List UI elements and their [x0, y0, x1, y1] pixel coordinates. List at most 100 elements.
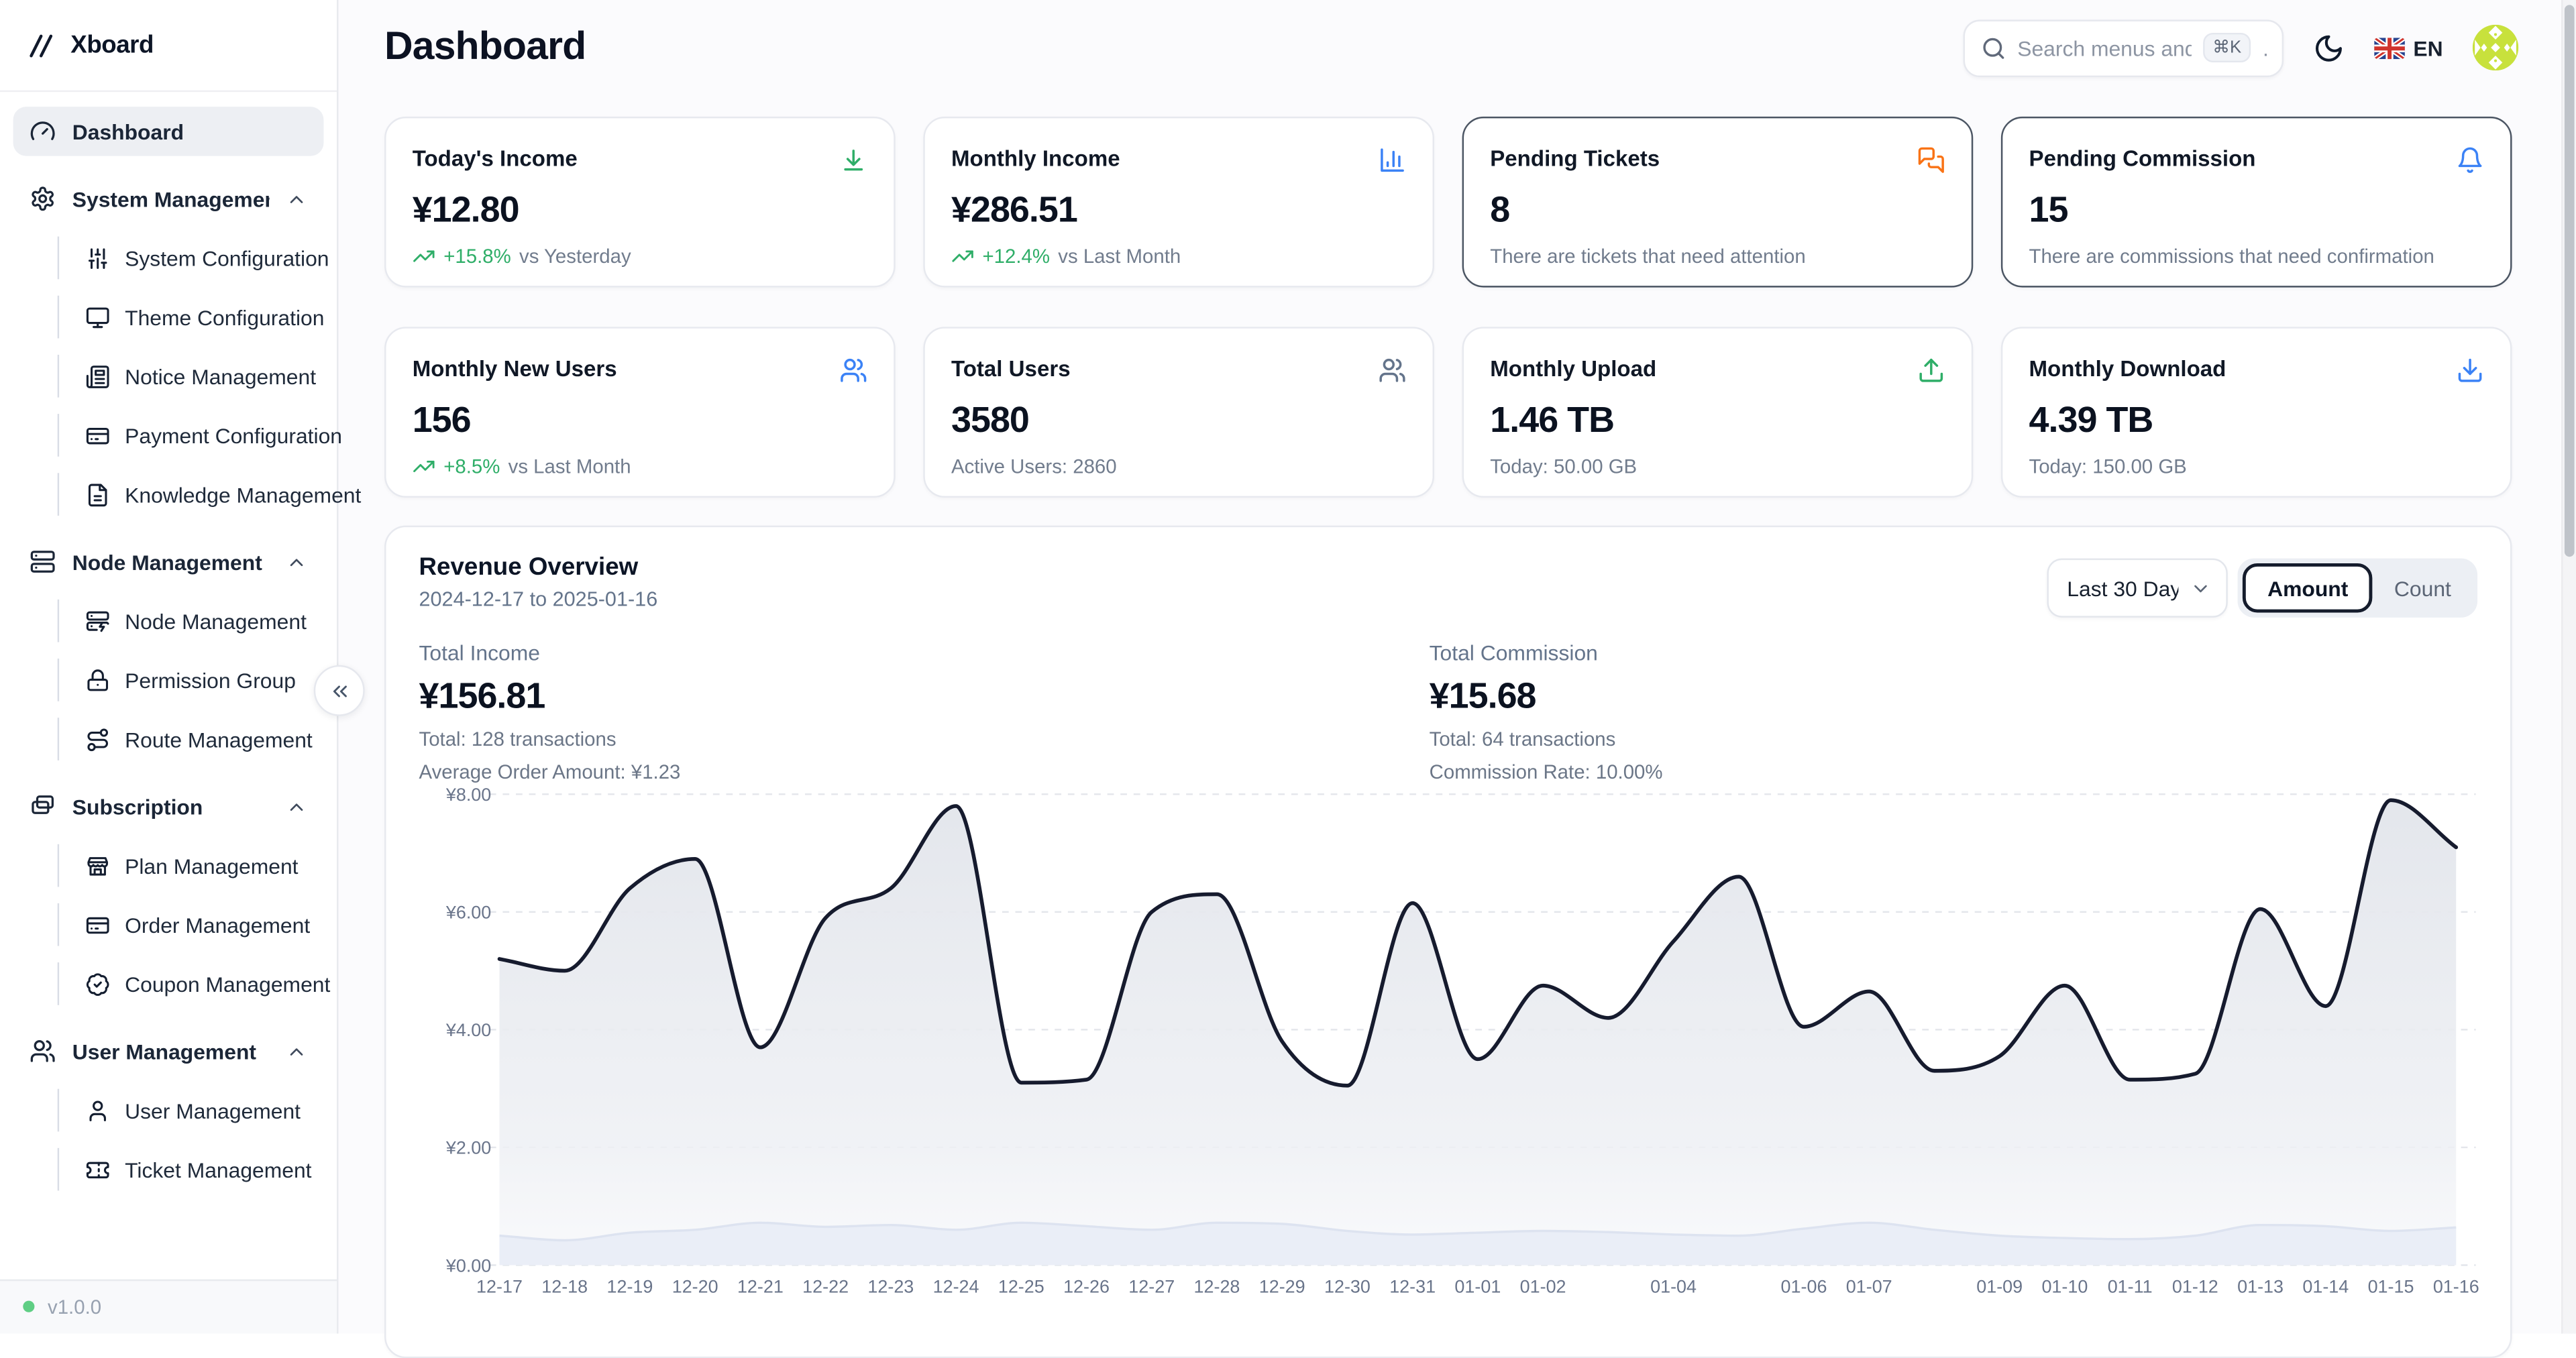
- stat-value: 15: [2029, 188, 2069, 230]
- version-label: v1.0.0: [48, 1295, 102, 1318]
- sidebar-item-plan-management[interactable]: Plan Management: [57, 841, 323, 890]
- date-range-value: Last 30 Days: [2067, 575, 2179, 601]
- submenu-user-management: User Management Ticket Management: [13, 1086, 324, 1194]
- stat-title: Total Users: [951, 356, 1071, 382]
- sidebar-item-theme-configuration[interactable]: Theme Configuration: [57, 292, 325, 341]
- sidebar-item-coupon-management[interactable]: Coupon Management: [57, 959, 330, 1008]
- svg-text:01-13: 01-13: [2237, 1276, 2284, 1296]
- search-input[interactable]: Search menus and functio ⌘K .: [1963, 19, 2284, 76]
- sidebar-item-label: Order Management: [125, 912, 311, 938]
- total-commission-value: ¥15.68: [1429, 675, 1537, 716]
- search-placeholder-suffix: .: [2263, 35, 2269, 60]
- store-icon: [85, 853, 110, 878]
- dark-mode-toggle[interactable]: [2313, 32, 2345, 64]
- svg-text:12-29: 12-29: [1259, 1276, 1305, 1296]
- svg-text:01-14: 01-14: [2302, 1276, 2349, 1296]
- scrollbar-track[interactable]: [2561, 0, 2576, 1333]
- page-title: Dashboard: [384, 24, 586, 69]
- sidebar-item-node-management[interactable]: Node Management: [57, 596, 323, 645]
- stat-value: 1.46 TB: [1490, 399, 1615, 441]
- messages-icon: [1917, 146, 1945, 174]
- route-icon: [85, 727, 110, 752]
- sidebar-item-dashboard[interactable]: Dashboard: [13, 107, 324, 156]
- sidebar-section-node-management[interactable]: Node Management: [13, 537, 324, 586]
- shortcut-badge: ⌘K: [2202, 33, 2251, 62]
- sidebar-item-ticket-management[interactable]: Ticket Management: [57, 1145, 323, 1194]
- sidebar-item-permission-group[interactable]: Permission Group: [57, 655, 323, 704]
- sidebar-nav: Dashboard System Management System Confi…: [0, 92, 361, 1194]
- avatar[interactable]: [2472, 24, 2519, 71]
- credit-card-icon: [85, 423, 110, 448]
- arrow-down-to-line-icon: [839, 146, 867, 174]
- server-icon: [30, 549, 56, 575]
- stat-note: Today: 50.00 GB: [1490, 455, 1638, 478]
- gear-icon: [30, 186, 56, 212]
- submenu-node-management: Node Management Permission Group Route M…: [13, 596, 324, 764]
- sidebar-item-label: Dashboard: [72, 119, 184, 144]
- svg-text:¥6.00: ¥6.00: [445, 903, 491, 923]
- sidebar-item-order-management[interactable]: Order Management: [57, 900, 323, 949]
- revenue-chart: ¥0.00 ¥2.00 ¥4.00 ¥6.00 ¥8.00 12-17 12-18 12-19…: [445, 785, 2479, 1296]
- toggle-amount-button[interactable]: Amount: [2243, 563, 2373, 613]
- section-label: System Management: [72, 186, 270, 211]
- total-commission-transactions: Total: 64 transactions: [1429, 727, 1616, 751]
- date-range-select[interactable]: Last 30 Days: [2047, 558, 2229, 618]
- monitor-icon: [85, 304, 110, 329]
- svg-text:12-18: 12-18: [541, 1276, 588, 1296]
- trending-up-icon: [413, 455, 435, 477]
- stat-card-pending-commission[interactable]: Pending Commission 15 There are commissi…: [2000, 116, 2512, 288]
- section-label: User Management: [72, 1038, 257, 1064]
- stat-title: Pending Commission: [2029, 146, 2256, 171]
- revenue-date-range: 2024-12-17 to 2025-01-16: [419, 587, 658, 612]
- stat-trend: +12.4%: [982, 244, 1051, 268]
- users-icon: [30, 1038, 56, 1064]
- sidebar-section-subscription[interactable]: Subscription: [13, 782, 324, 831]
- average-order-amount: Average Order Amount: ¥1.23: [419, 760, 681, 784]
- total-income-value: ¥156.81: [419, 675, 545, 716]
- sidebar-collapse-button[interactable]: [313, 665, 365, 716]
- badge-check-icon: [85, 972, 110, 997]
- svg-text:12-30: 12-30: [1324, 1276, 1371, 1296]
- stat-card-pending-tickets[interactable]: Pending Tickets 8 There are tickets that…: [1462, 116, 1974, 288]
- sidebar-item-system-configuration[interactable]: System Configuration: [57, 233, 329, 282]
- gauge-icon: [30, 118, 56, 144]
- sidebar-item-user-management[interactable]: User Management: [57, 1086, 323, 1135]
- submenu-subscription: Plan Management Order Management Coupon …: [13, 841, 330, 1009]
- sidebar-section-user-management[interactable]: User Management: [13, 1027, 324, 1076]
- svg-text:¥4.00: ¥4.00: [445, 1020, 491, 1040]
- main-content: Dashboard Search menus and functio ⌘K .: [340, 0, 2576, 1358]
- sidebar-section-system-management[interactable]: System Management: [13, 174, 324, 223]
- stat-trend-label: vs Last Month: [508, 455, 631, 478]
- svg-text:12-24: 12-24: [933, 1276, 979, 1296]
- language-selector[interactable]: EN: [2373, 36, 2443, 60]
- sliders-icon: [85, 245, 110, 270]
- sidebar-item-notice-management[interactable]: Notice Management: [57, 351, 323, 400]
- sidebar-item-payment-configuration[interactable]: Payment Configuration: [57, 410, 342, 459]
- stat-trend-label: vs Last Month: [1058, 244, 1181, 268]
- chevron-up-icon: [286, 551, 307, 573]
- bar-chart-icon: [1379, 146, 1407, 174]
- sidebar-item-label: Route Management: [125, 726, 313, 752]
- lock-icon: [85, 668, 110, 693]
- stat-title: Monthly Download: [2029, 356, 2226, 382]
- stat-card-total-users: Total Users 3580 Active Users: 2860: [923, 327, 1434, 498]
- svg-text:01-04: 01-04: [1650, 1276, 1697, 1296]
- toggle-count-button[interactable]: Count: [2394, 575, 2451, 601]
- page-header: Dashboard Search menus and functio ⌘K .: [384, 16, 2519, 78]
- sidebar-item-route-management[interactable]: Route Management: [57, 714, 323, 763]
- svg-text:12-26: 12-26: [1063, 1276, 1110, 1296]
- amount-count-toggle: Amount Count: [2237, 558, 2478, 618]
- stat-title: Monthly Income: [951, 146, 1120, 171]
- scrollbar-thumb[interactable]: [2564, 5, 2575, 557]
- server-bolt-icon: [85, 608, 110, 633]
- sidebar-item-label: Theme Configuration: [125, 304, 325, 330]
- revenue-controls: Last 30 Days Amount Count: [2047, 558, 2478, 618]
- sidebar-item-knowledge-management[interactable]: Knowledge Management: [57, 469, 361, 518]
- svg-text:12-20: 12-20: [672, 1276, 718, 1296]
- svg-text:12-31: 12-31: [1389, 1276, 1436, 1296]
- sidebar-item-label: Ticket Management: [125, 1157, 312, 1182]
- app-logo[interactable]: Xboard: [0, 0, 337, 93]
- user-icon: [85, 1098, 110, 1123]
- stat-title: Monthly New Users: [412, 356, 617, 382]
